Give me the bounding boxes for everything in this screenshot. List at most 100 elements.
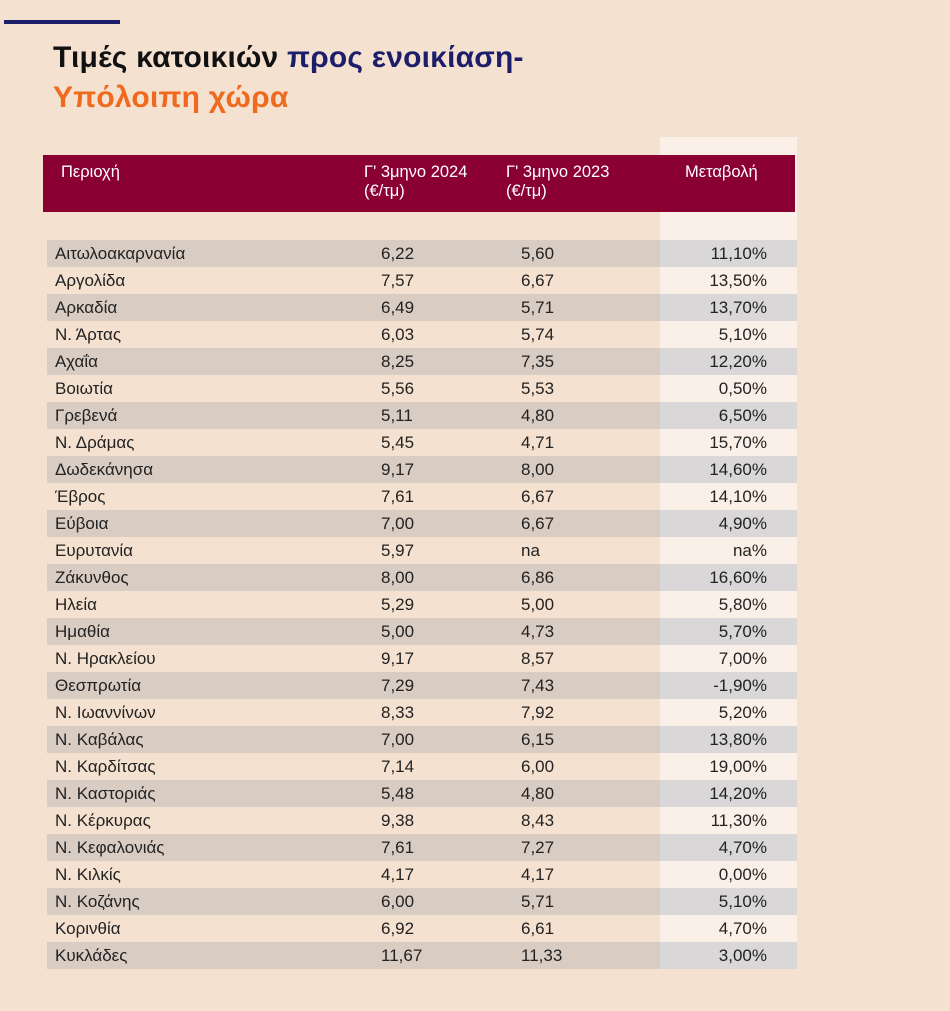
change-cell-background — [660, 942, 797, 969]
change-cell-background — [660, 834, 797, 861]
cell-q2023: 6,61 — [521, 919, 555, 938]
cell-region: Ημαθία — [55, 622, 110, 641]
header-q2023-label: Γ' 3μηνο 2023 — [506, 163, 610, 181]
cell-change: na% — [732, 541, 767, 560]
table-row: Ν. Κέρκυρας 9,38 8,43 11,30% — [47, 807, 797, 834]
cell-q2024: 6,22 — [381, 244, 415, 263]
table-row: Γρεβενά 5,11 4,80 6,50% — [47, 402, 797, 429]
cell-region: Ν. Κιλκίς — [55, 865, 121, 884]
cell-q2024: 5,45 — [381, 433, 415, 452]
header-region: Περιοχή — [61, 163, 120, 182]
cell-q2024: 7,00 — [381, 730, 415, 749]
cell-q2023: 7,35 — [521, 352, 555, 371]
table-row: Ηλεία 5,29 5,00 5,80% — [47, 591, 797, 618]
cell-q2023: 6,15 — [521, 730, 555, 749]
cell-q2024: 6,49 — [381, 298, 415, 317]
cell-change: 0,00% — [718, 865, 767, 884]
change-cell-background — [660, 294, 797, 321]
cell-region: Ν. Ιωαννίνων — [55, 703, 156, 722]
table-row: Ν. Καστοριάς 5,48 4,80 14,20% — [47, 780, 797, 807]
cell-q2024: 7,61 — [381, 838, 415, 857]
table-row: Αρκαδία 6,49 5,71 13,70% — [47, 294, 797, 321]
table-row: Κορινθία 6,92 6,61 4,70% — [47, 915, 797, 942]
change-cell-background — [660, 510, 797, 537]
cell-q2024: 9,38 — [381, 811, 415, 830]
cell-change: 7,00% — [718, 649, 767, 668]
cell-q2024: 7,29 — [381, 676, 415, 695]
cell-q2024: 5,48 — [381, 784, 415, 803]
cell-q2023: 5,71 — [521, 298, 555, 317]
table-row: Αργολίδα 7,57 6,67 13,50% — [47, 267, 797, 294]
cell-q2023: 7,27 — [521, 838, 555, 857]
cell-region: Ηλεία — [55, 595, 97, 614]
table-body: Αιτωλοακαρνανία 6,22 5,60 11,10% Αργολίδα 7,5… — [47, 240, 797, 969]
cell-q2023: 7,43 — [521, 676, 555, 695]
cell-q2023: 5,71 — [521, 892, 555, 911]
cell-q2023: 6,67 — [521, 514, 555, 533]
cell-region: Αχαΐα — [55, 352, 98, 371]
cell-q2023: 6,67 — [521, 271, 555, 290]
cell-q2024: 4,17 — [381, 865, 415, 884]
cell-change: 4,70% — [718, 919, 767, 938]
cell-q2023: 8,00 — [521, 460, 555, 479]
cell-region: Ν. Καβάλας — [55, 730, 144, 749]
cell-q2023: 5,53 — [521, 379, 555, 398]
cell-change: 4,70% — [718, 838, 767, 857]
header-region-label: Περιοχή — [61, 163, 120, 181]
cell-change: 5,80% — [718, 595, 767, 614]
table-row: Ν. Δράμας 5,45 4,71 15,70% — [47, 429, 797, 456]
cell-change: 13,50% — [709, 271, 767, 290]
cell-q2024: 6,00 — [381, 892, 415, 911]
change-cell-background — [660, 240, 797, 267]
change-cell-background — [660, 348, 797, 375]
cell-region: Γρεβενά — [55, 406, 118, 425]
header-q2023: Γ' 3μηνο 2023 (€/τμ) — [506, 163, 609, 201]
cell-q2024: 9,17 — [381, 460, 415, 479]
cell-q2024: 9,17 — [381, 649, 415, 668]
header-q2024: Γ' 3μηνο 2024 (€/τμ) — [364, 163, 467, 201]
change-cell-background — [660, 402, 797, 429]
table-row: Αιτωλοακαρνανία 6,22 5,60 11,10% — [47, 240, 797, 267]
table-row: Ν. Κεφαλονιάς 7,61 7,27 4,70% — [47, 834, 797, 861]
table-row: Αχαΐα 8,25 7,35 12,20% — [47, 348, 797, 375]
table-row: Ν. Καβάλας 7,00 6,15 13,80% — [47, 726, 797, 753]
cell-change: 5,70% — [718, 622, 767, 641]
cell-region: Ν. Καστοριάς — [55, 784, 156, 803]
change-cell-background — [660, 564, 797, 591]
table-row: Ν. Ηρακλείου 9,17 8,57 7,00% — [47, 645, 797, 672]
cell-q2024: 7,14 — [381, 757, 415, 776]
table-row: Ζάκυνθος 8,00 6,86 16,60% — [47, 564, 797, 591]
cell-change: 11,10% — [710, 244, 767, 263]
change-cell-background — [660, 537, 797, 564]
cell-region: Θεσπρωτία — [55, 676, 142, 695]
cell-change: 5,20% — [718, 703, 767, 722]
cell-change: 13,70% — [709, 298, 767, 317]
cell-q2024: 5,56 — [381, 379, 415, 398]
table-row: Ευρυτανία 5,97 na na% — [47, 537, 797, 564]
cell-q2023: 4,80 — [521, 784, 555, 803]
change-cell-background — [660, 726, 797, 753]
cell-change: 0,50% — [718, 379, 767, 398]
header-change-label: Μεταβολή — [685, 163, 758, 181]
cell-change: 5,10% — [718, 892, 767, 911]
cell-change: 15,70% — [709, 433, 767, 452]
cell-q2023: 4,71 — [521, 433, 555, 452]
table-row: Βοιωτία 5,56 5,53 0,50% — [47, 375, 797, 402]
change-cell-background — [660, 618, 797, 645]
cell-change: 4,90% — [718, 514, 767, 533]
table-row: Ν. Ιωαννίνων 8,33 7,92 5,20% — [47, 699, 797, 726]
cell-change: 14,10% — [709, 487, 767, 506]
cell-q2024: 5,11 — [381, 406, 413, 425]
page-title: Τιμές κατοικιών προς ενοικίαση- Υπόλοιπη… — [53, 38, 524, 118]
cell-q2023: 11,33 — [521, 946, 563, 965]
cell-region: Ν. Κεφαλονιάς — [55, 838, 165, 857]
cell-change: 16,60% — [709, 568, 767, 587]
cell-q2023: 6,86 — [521, 568, 555, 587]
table-row: Ν. Καρδίτσας 7,14 6,00 19,00% — [47, 753, 797, 780]
cell-q2023: 4,17 — [521, 865, 555, 884]
cell-q2023: 5,00 — [521, 595, 555, 614]
cell-q2023: 4,80 — [521, 406, 555, 425]
table-row: Δωδεκάνησα 9,17 8,00 14,60% — [47, 456, 797, 483]
cell-region: Δωδεκάνησα — [55, 460, 154, 479]
cell-q2024: 6,03 — [381, 325, 415, 344]
